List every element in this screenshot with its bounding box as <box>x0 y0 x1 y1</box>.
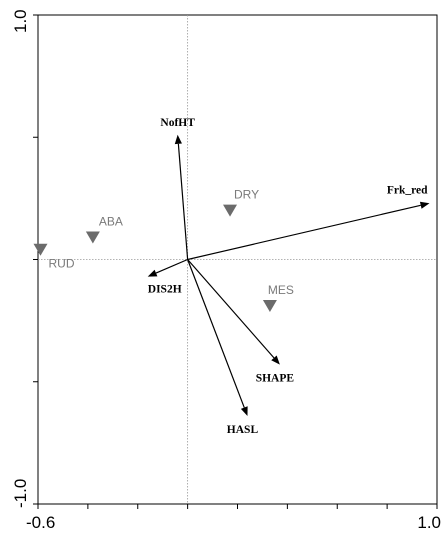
class-marker <box>223 204 238 217</box>
class-label: ABA <box>99 214 123 228</box>
class-points: RUD ABA DRY MES <box>33 188 294 312</box>
vector-label: SHAPE <box>256 373 295 385</box>
environment-vectors: NofHT Frk_red DIS2H SHAPE HASL <box>147 117 430 436</box>
vector-arrowhead <box>240 406 248 416</box>
class-marker <box>262 299 277 312</box>
x-tick-label: -0.6 <box>26 513 55 532</box>
vector-line <box>155 258 188 274</box>
x-tick-label: 1.0 <box>417 513 441 532</box>
vector-label: HASL <box>227 424 259 436</box>
axis-ticks <box>33 14 438 509</box>
class-label: MES <box>268 283 294 297</box>
class-marker <box>85 231 100 244</box>
class-marker <box>33 243 48 256</box>
vector-line <box>187 259 245 408</box>
class-label: DRY <box>234 188 259 202</box>
vector-arrowhead <box>419 201 430 209</box>
vector-line <box>187 259 275 359</box>
vector-line <box>177 143 189 260</box>
vector-label: NofHT <box>160 117 195 129</box>
vector-label: Frk_red <box>387 184 428 196</box>
axis-tick-labels: -0.6 1.0 1.0 -1.0 <box>11 9 441 532</box>
vector-arrowhead <box>147 269 158 277</box>
vector-arrowhead <box>174 134 182 145</box>
vector-arrowhead <box>271 355 280 365</box>
vector-line <box>187 204 421 261</box>
y-tick-label: -1.0 <box>11 479 30 508</box>
vector-label: DIS2H <box>148 284 182 296</box>
y-tick-label: 1.0 <box>11 9 30 33</box>
class-label: RUD <box>48 257 74 271</box>
